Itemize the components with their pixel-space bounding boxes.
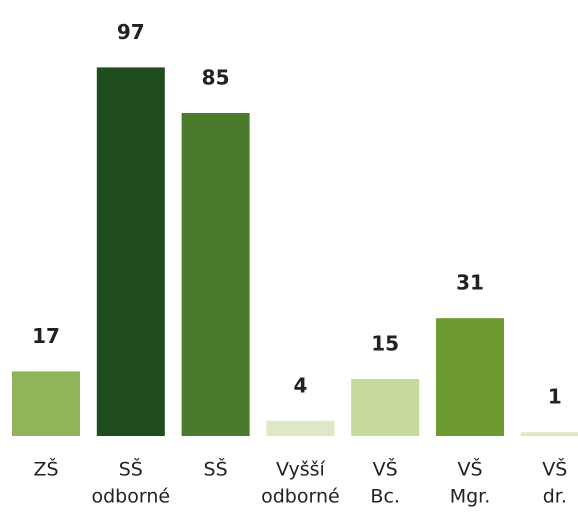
category-label: SŠ	[204, 457, 228, 481]
value-label: 31	[456, 271, 484, 295]
value-label: 4	[293, 373, 307, 397]
value-label: 15	[371, 332, 399, 356]
category-label: ZŠ	[33, 457, 58, 481]
bar	[351, 379, 420, 436]
bar	[12, 371, 80, 436]
bar	[520, 432, 578, 436]
category-label: dr.	[543, 486, 567, 508]
category-label: odborné	[92, 486, 171, 508]
bar	[266, 420, 335, 436]
bar	[181, 113, 250, 436]
category-label: Bc.	[370, 486, 400, 508]
category-label: VŠ	[373, 457, 398, 481]
value-label: 97	[117, 20, 145, 44]
category-label: Mgr.	[450, 486, 491, 508]
category-label: odborné	[261, 486, 340, 508]
category-label: Vyšší	[276, 459, 326, 481]
category-label: VŠ	[542, 457, 567, 481]
category-label: VŠ	[457, 457, 482, 481]
value-label: 17	[32, 324, 60, 348]
category-label: SŠ	[119, 457, 143, 481]
bar	[96, 67, 165, 437]
value-label: 1	[548, 385, 562, 409]
value-label: 85	[202, 66, 230, 90]
bar	[436, 318, 504, 436]
